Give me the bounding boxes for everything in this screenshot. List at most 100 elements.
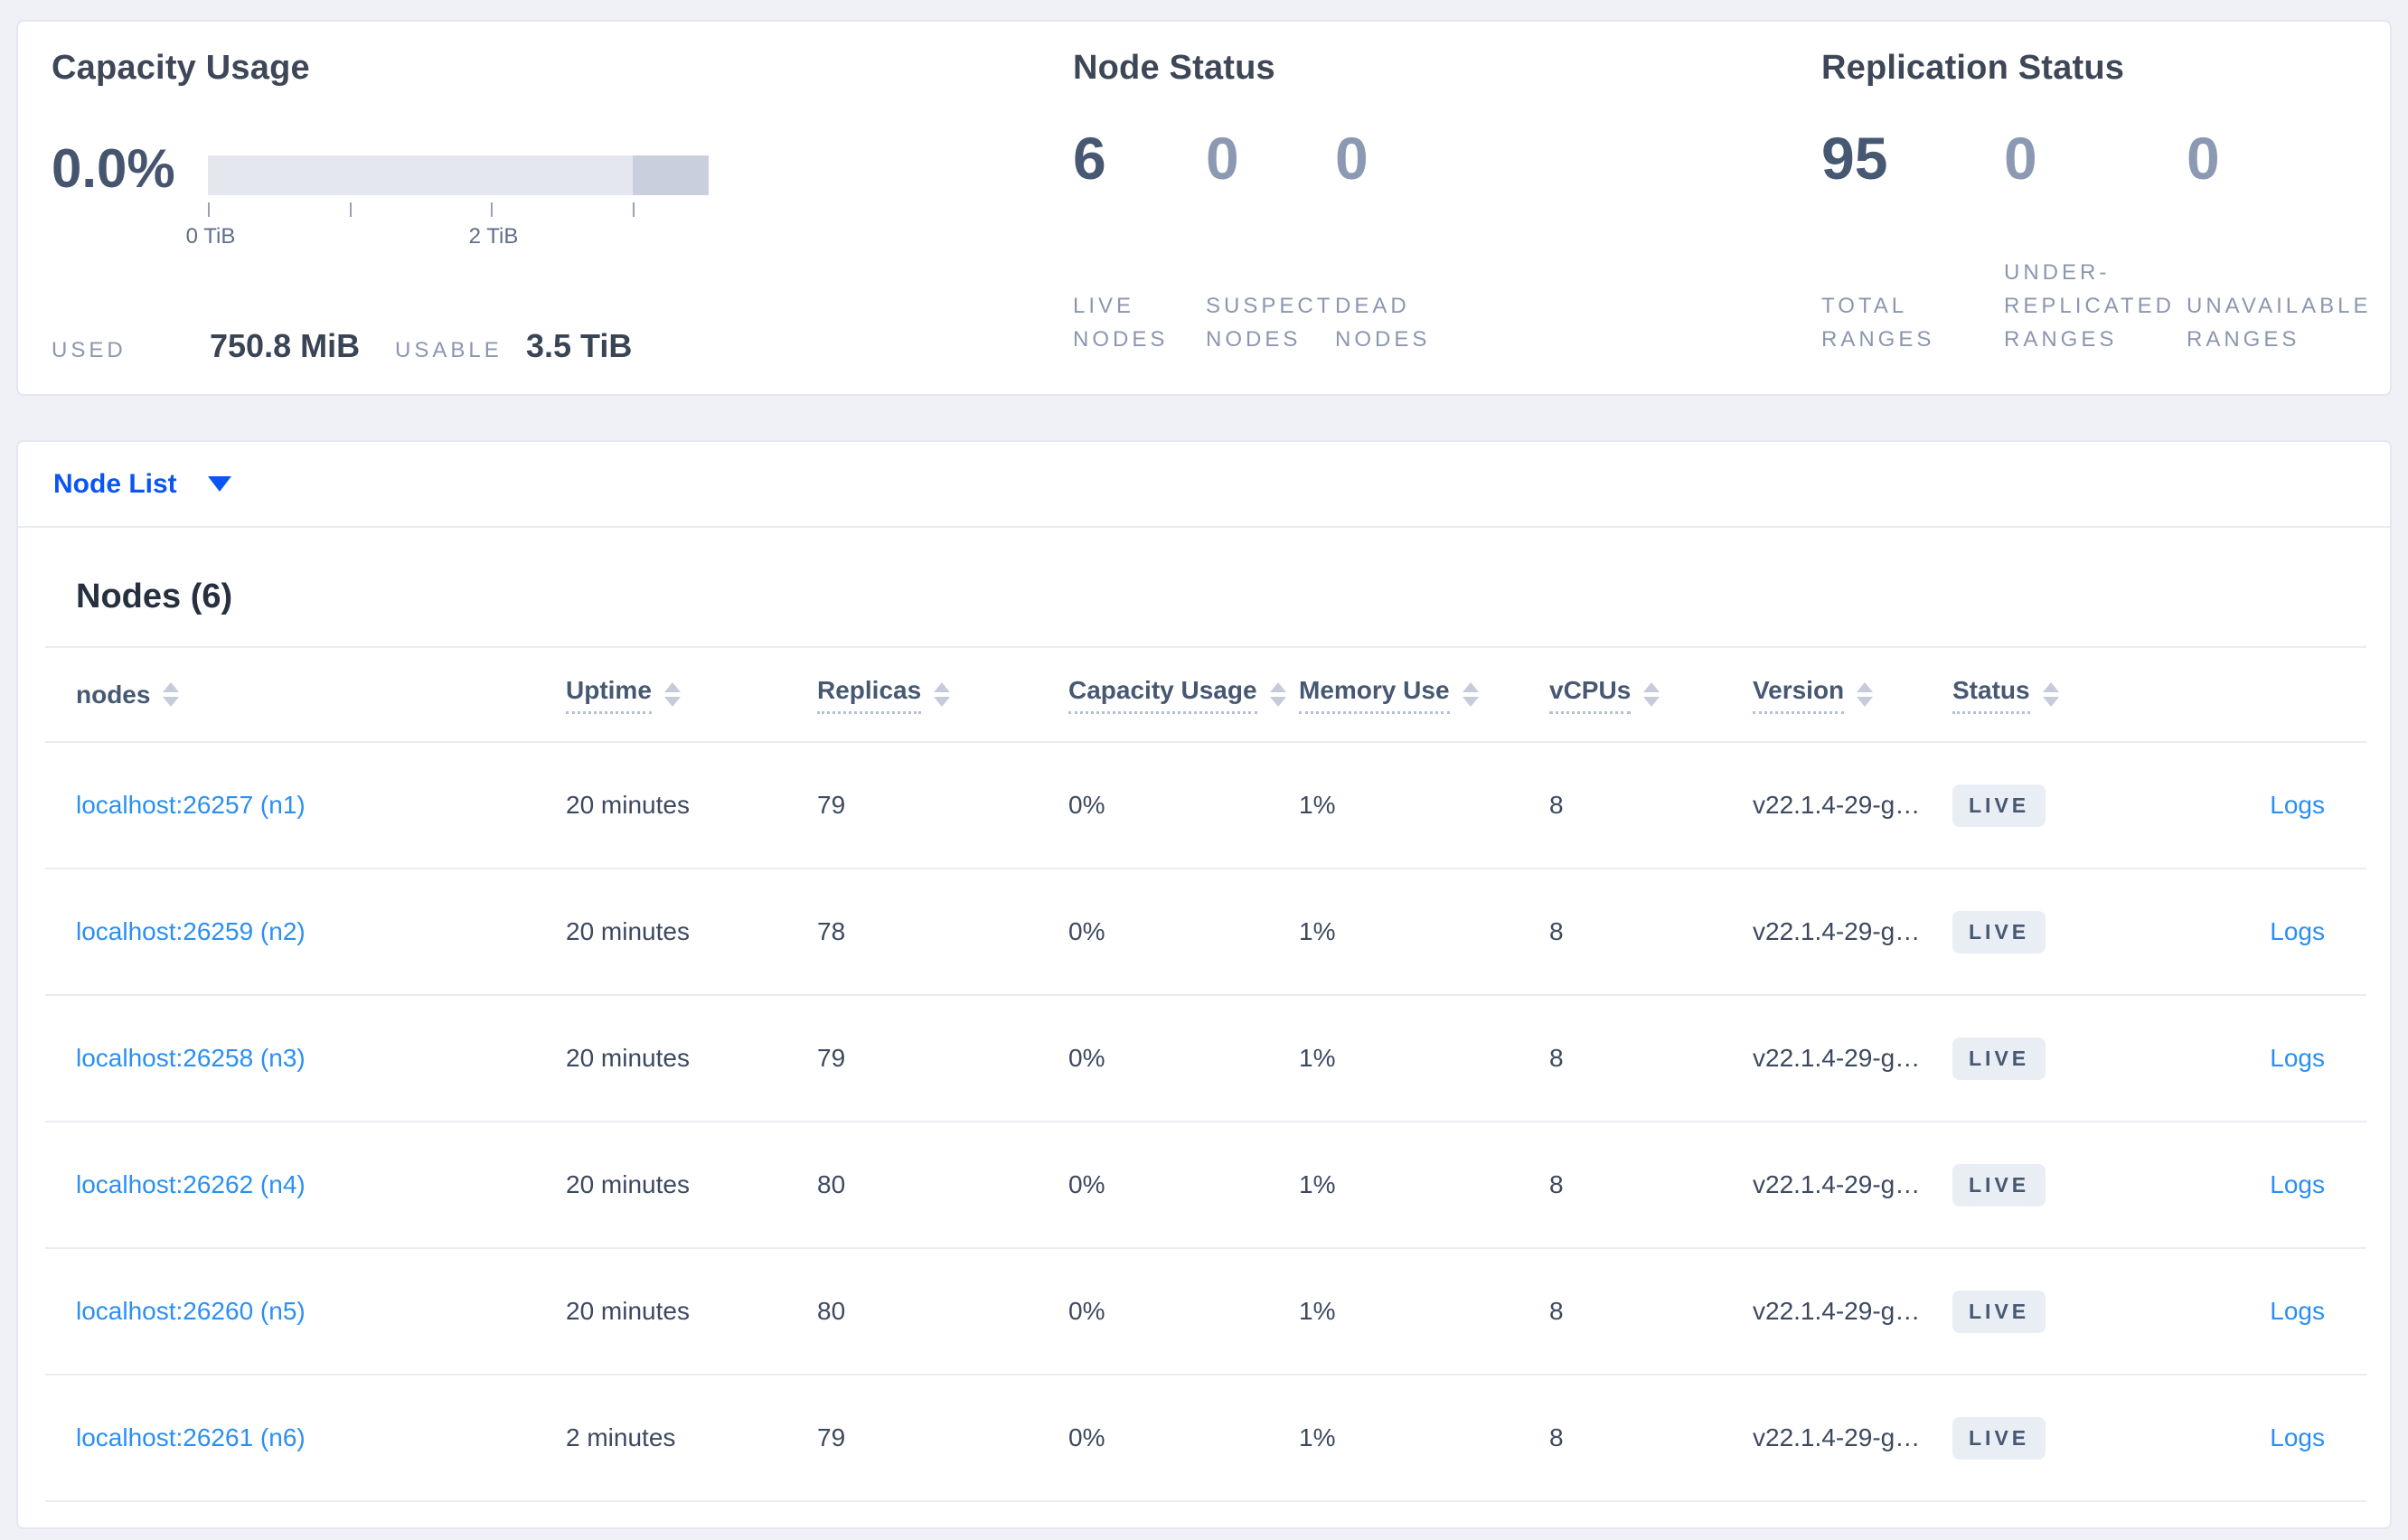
- status-badge: LIVE: [1952, 784, 2046, 827]
- unavailable-ranges-count: 0: [2187, 125, 2220, 192]
- column-header-capacity-usage[interactable]: Capacity Usage: [1068, 646, 1299, 743]
- used-value: 750.8 MiB: [210, 327, 361, 364]
- capacity-bar-dark-segment: [633, 155, 709, 195]
- node-link[interactable]: localhost:26258 (n3): [76, 1044, 306, 1072]
- vcpus-cell: 8: [1549, 995, 1753, 1122]
- capacity-tick: [633, 202, 635, 217]
- column-header-status[interactable]: Status: [1952, 646, 2142, 743]
- capacity-usage-bar: [208, 155, 709, 195]
- node-link[interactable]: localhost:26260 (n5): [76, 1297, 306, 1325]
- sort-icon: [1857, 682, 1874, 707]
- column-label: Capacity Usage: [1068, 676, 1257, 714]
- capacity-percent: 0.0%: [52, 138, 175, 199]
- vcpus-cell: 8: [1549, 1375, 1753, 1502]
- table-row: localhost:26260 (n5) 20 minutes 80 0% 1%…: [45, 1248, 2366, 1376]
- replicas-cell: 78: [817, 869, 1068, 996]
- column-header-uptime[interactable]: Uptime: [566, 646, 817, 743]
- version-cell: v22.1.4-29-g…: [1753, 995, 1952, 1122]
- column-label: vCPUs: [1549, 676, 1632, 714]
- table-row: localhost:26261 (n6) 2 minutes 79 0% 1% …: [45, 1375, 2366, 1502]
- used-label: USED: [52, 338, 127, 362]
- status-badge: LIVE: [1952, 910, 2046, 953]
- column-header-nodes[interactable]: nodes: [45, 646, 566, 743]
- nodes-table-wrap: nodes Uptime Replicas Capacity Usage Mem…: [45, 646, 2366, 1502]
- sort-icon: [934, 682, 951, 707]
- metric-under-replicated-ranges: 0 UNDER-REPLICATED RANGES: [2004, 128, 2187, 356]
- sort-icon: [1643, 682, 1660, 707]
- column-header-memory-use[interactable]: Memory Use: [1299, 646, 1549, 743]
- capacity-cell: 0%: [1068, 869, 1299, 996]
- uptime-cell: 2 minutes: [566, 1375, 817, 1502]
- vcpus-cell: 8: [1549, 869, 1753, 996]
- column-label: nodes: [76, 680, 151, 709]
- logs-link[interactable]: Logs: [2270, 1297, 2325, 1325]
- capacity-cell: 0%: [1068, 742, 1299, 869]
- unavailable-ranges-label: UNAVAILABLE RANGES: [2187, 294, 2372, 352]
- node-status-title: Node Status: [1073, 49, 1275, 87]
- capacity-tick-label-0: 0 TiB: [185, 224, 236, 249]
- memory-cell: 1%: [1299, 742, 1549, 869]
- capacity-cell: 0%: [1068, 1375, 1299, 1502]
- usable-value: 3.5 TiB: [526, 327, 633, 364]
- status-cell: LIVE: [1952, 742, 2142, 869]
- live-nodes-label: LIVE NODES: [1073, 294, 1169, 352]
- metric-total-ranges: 95 TOTAL RANGES: [1821, 128, 2004, 356]
- logs-link[interactable]: Logs: [2270, 1170, 2325, 1198]
- node-link[interactable]: localhost:26257 (n1): [76, 791, 306, 819]
- under-replicated-label: UNDER-REPLICATED RANGES: [2004, 260, 2175, 352]
- live-nodes-count: 6: [1073, 125, 1106, 192]
- capacity-tick: [208, 202, 210, 217]
- capacity-cell: 0%: [1068, 1122, 1299, 1249]
- column-header-vcpus[interactable]: vCPUs: [1549, 646, 1753, 743]
- table-header-row: nodes Uptime Replicas Capacity Usage Mem…: [45, 646, 2366, 743]
- logs-link[interactable]: Logs: [2270, 917, 2325, 945]
- node-list-dropdown-label: Node List: [53, 468, 177, 499]
- replication-status-title: Replication Status: [1821, 49, 2125, 87]
- node-link[interactable]: localhost:26262 (n4): [76, 1170, 306, 1198]
- capacity-tick: [350, 202, 352, 217]
- capacity-cell: 0%: [1068, 995, 1299, 1122]
- memory-cell: 1%: [1299, 1248, 1549, 1376]
- dead-nodes-count: 0: [1335, 125, 1369, 192]
- cluster-summary-panel: Capacity Usage 0.0% 0 TiB 2 TiB USED 750…: [16, 20, 2392, 396]
- table-row: localhost:26262 (n4) 20 minutes 80 0% 1%…: [45, 1122, 2366, 1249]
- status-cell: LIVE: [1952, 1122, 2142, 1249]
- node-link[interactable]: localhost:26259 (n2): [76, 917, 306, 945]
- total-ranges-label: TOTAL RANGES: [1821, 294, 1935, 352]
- chevron-down-icon: [207, 476, 231, 492]
- under-replicated-count: 0: [2004, 125, 2037, 192]
- logs-link[interactable]: Logs: [2270, 1423, 2325, 1451]
- version-cell: v22.1.4-29-g…: [1753, 869, 1952, 996]
- uptime-cell: 20 minutes: [566, 1122, 817, 1249]
- metric-unavailable-ranges: 0 UNAVAILABLE RANGES: [2187, 125, 2372, 356]
- replicas-cell: 80: [817, 1122, 1068, 1249]
- node-list-dropdown[interactable]: Node List: [53, 469, 231, 500]
- replicas-cell: 79: [817, 1375, 1068, 1502]
- status-badge: LIVE: [1952, 1290, 2046, 1333]
- suspect-nodes-count: 0: [1206, 125, 1239, 192]
- logs-link[interactable]: Logs: [2270, 1044, 2325, 1072]
- table-row: localhost:26258 (n3) 20 minutes 79 0% 1%…: [45, 995, 2366, 1122]
- status-cell: LIVE: [1952, 1248, 2142, 1376]
- total-ranges-count: 95: [1821, 125, 1888, 192]
- table-row: localhost:26259 (n2) 20 minutes 78 0% 1%…: [45, 869, 2366, 996]
- capacity-cell: 0%: [1068, 1248, 1299, 1376]
- logs-link[interactable]: Logs: [2270, 791, 2325, 819]
- replicas-cell: 79: [817, 742, 1068, 869]
- status-badge: LIVE: [1952, 1163, 2046, 1207]
- sort-icon: [1269, 682, 1286, 707]
- view-selector-bar: Node List: [18, 442, 2390, 528]
- sort-icon: [663, 682, 681, 707]
- vcpus-cell: 8: [1549, 1248, 1753, 1376]
- nodes-count-heading: Nodes (6): [76, 578, 233, 615]
- capacity-usage-title: Capacity Usage: [52, 49, 310, 87]
- column-header-version[interactable]: Version: [1753, 646, 1952, 743]
- node-link[interactable]: localhost:26261 (n6): [76, 1423, 306, 1451]
- metric-live-nodes: 6 LIVE NODES: [1073, 128, 1206, 356]
- replicas-cell: 79: [817, 995, 1068, 1122]
- replication-metrics: 95 TOTAL RANGES 0 UNDER-REPLICATED RANGE…: [1821, 125, 2372, 356]
- vcpus-cell: 8: [1549, 1122, 1753, 1249]
- sort-icon: [163, 682, 180, 707]
- column-header-replicas[interactable]: Replicas: [817, 646, 1068, 743]
- column-label: Status: [1952, 676, 2030, 714]
